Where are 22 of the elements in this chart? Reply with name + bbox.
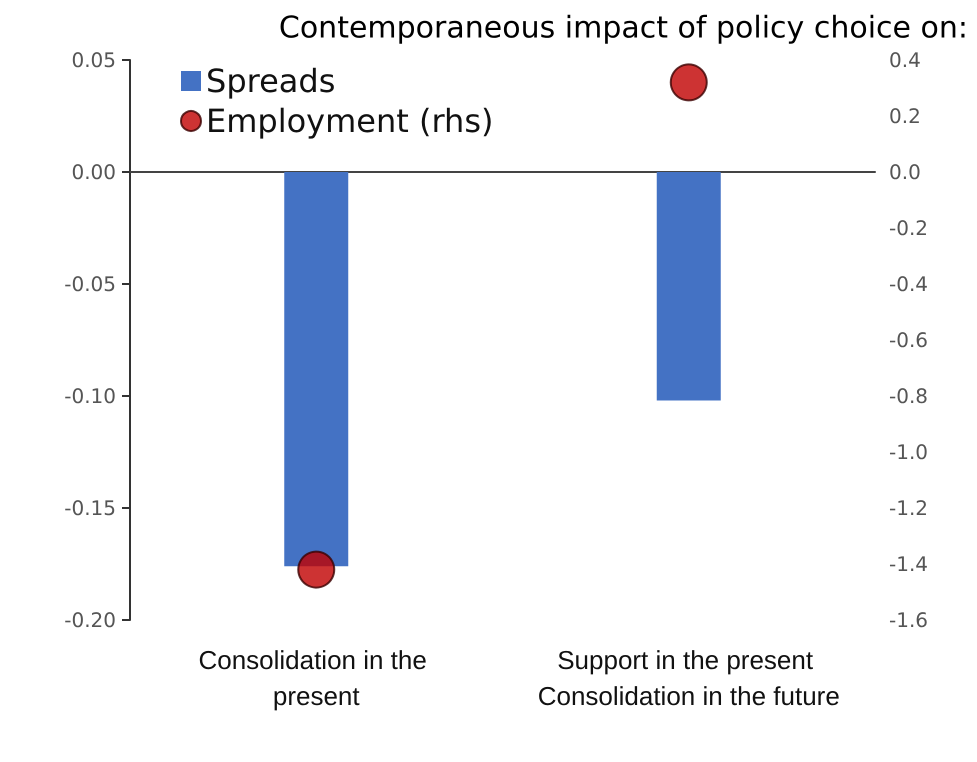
y2-tick-label: -1.4 bbox=[889, 552, 928, 576]
y-tick-label: -0.15 bbox=[64, 496, 116, 520]
y2-tick-label: 0.0 bbox=[889, 160, 921, 184]
y-tick-label: -0.10 bbox=[64, 384, 116, 408]
legend-label: Spreads bbox=[206, 62, 336, 100]
y2-tick-label: -1.6 bbox=[889, 608, 928, 632]
x-tick-label: Support in the present Consolidation in the future bbox=[538, 645, 840, 711]
y2-tick-label: -0.2 bbox=[889, 216, 928, 240]
y-tick-label: -0.05 bbox=[64, 272, 116, 296]
y2-tick-label: 0.2 bbox=[889, 104, 921, 128]
y2-tick-label: 0.4 bbox=[889, 48, 921, 72]
y-tick-label: 0.05 bbox=[71, 48, 116, 72]
y2-tick-label: -0.6 bbox=[889, 328, 928, 352]
legend-label: Employment (rhs) bbox=[206, 102, 494, 140]
y2-tick-label: -0.8 bbox=[889, 384, 928, 408]
x-tick-label: Consolidation in the present bbox=[198, 645, 434, 711]
chart-title: Contemporaneous impact of policy choice on: bbox=[278, 10, 968, 46]
y-tick-label: 0.00 bbox=[71, 160, 116, 184]
y2-tick-label: -1.0 bbox=[889, 440, 928, 464]
y2-tick-label: -1.2 bbox=[889, 496, 928, 520]
y2-tick-label: -0.4 bbox=[889, 272, 928, 296]
y-tick-label: -0.20 bbox=[64, 608, 116, 632]
